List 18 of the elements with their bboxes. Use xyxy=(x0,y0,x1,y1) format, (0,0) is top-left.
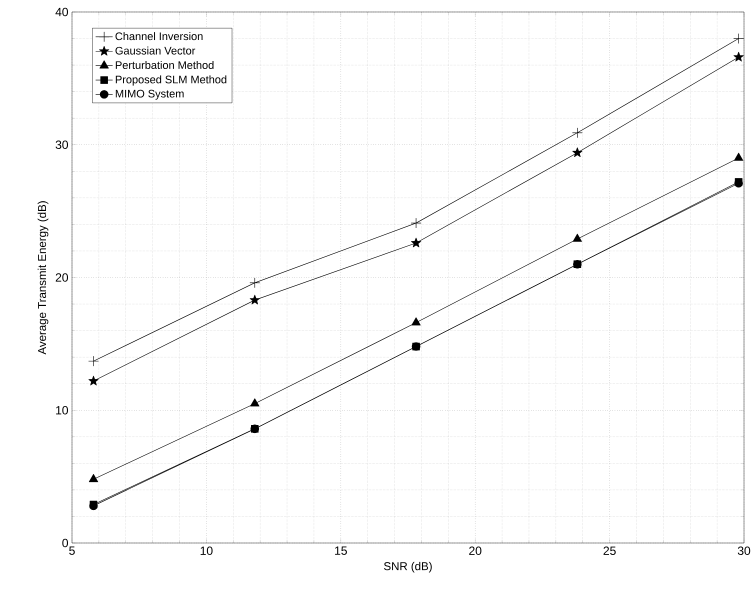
x-tick-label: 20 xyxy=(469,546,482,555)
legend-label: Proposed SLM Method xyxy=(116,75,226,86)
y-tick-label: 40 xyxy=(55,8,68,16)
legend-label: Channel Inversion xyxy=(116,32,203,40)
y-tick-label: 20 xyxy=(56,273,68,282)
x-tick-label: 10 xyxy=(200,546,213,555)
x-tick-label: 15 xyxy=(335,546,347,555)
x-tick-label: 30 xyxy=(738,546,750,555)
x-axis-title: SNR (dB) xyxy=(384,562,432,572)
y-axis-title: Average Transmit Energy (dB) xyxy=(38,201,48,355)
legend-label: Perturbation Method xyxy=(116,60,214,69)
y-tick-label: 30 xyxy=(56,140,68,149)
y-tick-label: 0 xyxy=(62,538,68,548)
x-tick-label: 5 xyxy=(69,546,75,555)
legend-label: MIMO System xyxy=(116,90,184,100)
x-tick-label: 25 xyxy=(604,546,616,555)
y-tick-label: 10 xyxy=(56,406,68,414)
legend-label: Gaussian Vector xyxy=(115,46,196,55)
